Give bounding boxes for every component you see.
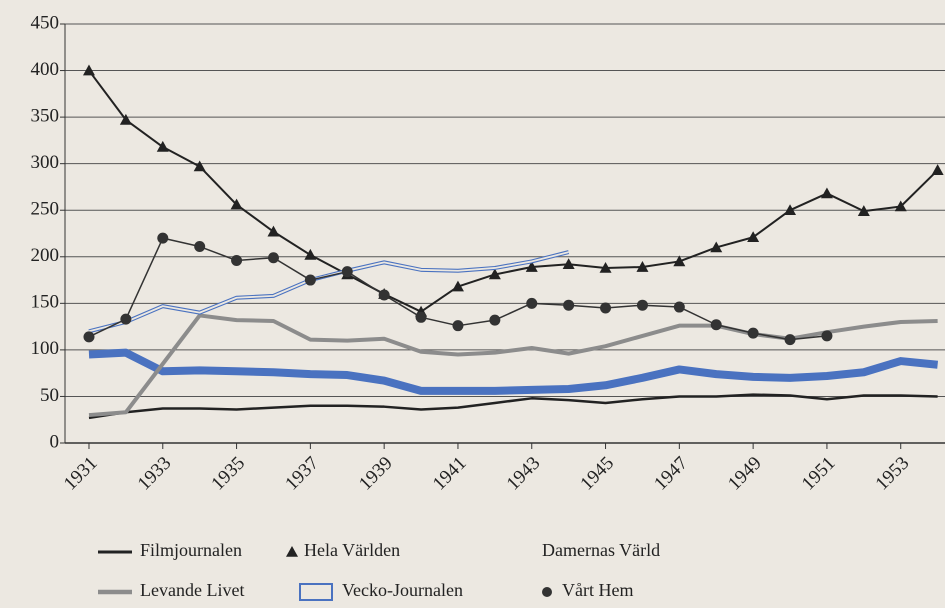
marker	[894, 200, 907, 212]
marker	[562, 258, 575, 270]
marker	[83, 331, 95, 343]
legend-label: Vårt Hem	[562, 580, 633, 600]
x-tick-label: 1933	[134, 453, 176, 495]
marker	[194, 241, 206, 253]
marker	[710, 241, 723, 253]
marker	[821, 330, 833, 342]
marker	[119, 113, 132, 125]
x-tick-label: 1935	[207, 453, 249, 495]
legend-item: Vecko-Journalen	[299, 580, 463, 601]
marker	[747, 231, 760, 243]
x-tick-label: 1941	[429, 453, 471, 495]
y-tick-label: 300	[31, 152, 60, 173]
legend-item: Filmjournalen	[98, 540, 242, 560]
y-tick-label: 350	[31, 105, 60, 126]
marker	[636, 299, 648, 311]
marker	[599, 261, 612, 273]
marker	[156, 140, 169, 152]
y-tick-label: 0	[50, 431, 60, 452]
marker	[267, 252, 279, 264]
y-tick-label: 100	[31, 338, 60, 359]
marker	[231, 255, 243, 267]
y-tick-label: 150	[31, 292, 60, 313]
x-tick-label: 1943	[503, 453, 545, 495]
marker	[378, 289, 390, 301]
series-line	[88, 313, 938, 418]
marker	[857, 205, 870, 216]
marker	[673, 255, 686, 267]
marker	[304, 248, 317, 260]
marker	[120, 313, 132, 325]
marker	[931, 164, 944, 175]
marker	[526, 297, 538, 309]
marker	[304, 274, 316, 286]
x-tick-label: 1951	[798, 453, 840, 495]
marker	[489, 314, 501, 326]
marker	[710, 319, 722, 331]
legend-swatch	[299, 583, 333, 601]
marker	[563, 299, 575, 311]
legend-label: Damernas Värld	[542, 540, 660, 560]
marker	[267, 225, 280, 237]
legend-label: Filmjournalen	[140, 540, 242, 560]
marker	[193, 160, 206, 172]
marker	[673, 301, 685, 313]
legend-label: Vecko-Journalen	[342, 580, 463, 600]
x-tick-label: 1953	[872, 453, 914, 495]
series-line	[88, 393, 938, 420]
marker	[525, 261, 538, 272]
marker	[488, 268, 501, 280]
legend-label: Levande Livet	[140, 580, 244, 600]
marker	[784, 204, 797, 216]
y-tick-label: 200	[31, 245, 60, 266]
marker	[157, 232, 169, 244]
legend-item: Hela Världen	[286, 540, 400, 560]
marker	[747, 327, 759, 339]
legend-swatch	[286, 546, 298, 557]
legend-swatch	[542, 587, 552, 597]
y-tick-label: 250	[31, 199, 60, 220]
marker	[230, 198, 243, 210]
marker	[636, 261, 649, 272]
marker	[452, 320, 464, 332]
x-tick-label: 1945	[576, 453, 618, 495]
legend-label: Hela Världen	[304, 540, 400, 560]
series-line	[88, 348, 939, 395]
series-line	[88, 69, 939, 313]
marker	[600, 302, 612, 314]
y-tick-label: 50	[40, 385, 59, 406]
y-tick-label: 450	[31, 12, 60, 33]
x-tick-label: 1931	[60, 453, 102, 495]
x-tick-label: 1949	[724, 453, 766, 495]
marker	[451, 280, 464, 292]
legend-item: Damernas Värld	[542, 540, 660, 560]
marker	[820, 187, 833, 199]
legend-item: Levande Livet	[98, 580, 244, 600]
y-tick-label: 400	[31, 59, 60, 80]
marker	[415, 311, 427, 323]
legend-item: Vårt Hem	[542, 580, 633, 600]
marker	[784, 334, 796, 346]
marker	[82, 64, 95, 76]
marker	[341, 266, 353, 278]
x-tick-label: 1939	[355, 453, 397, 495]
x-tick-label: 1937	[281, 453, 323, 495]
x-tick-label: 1947	[650, 453, 692, 495]
